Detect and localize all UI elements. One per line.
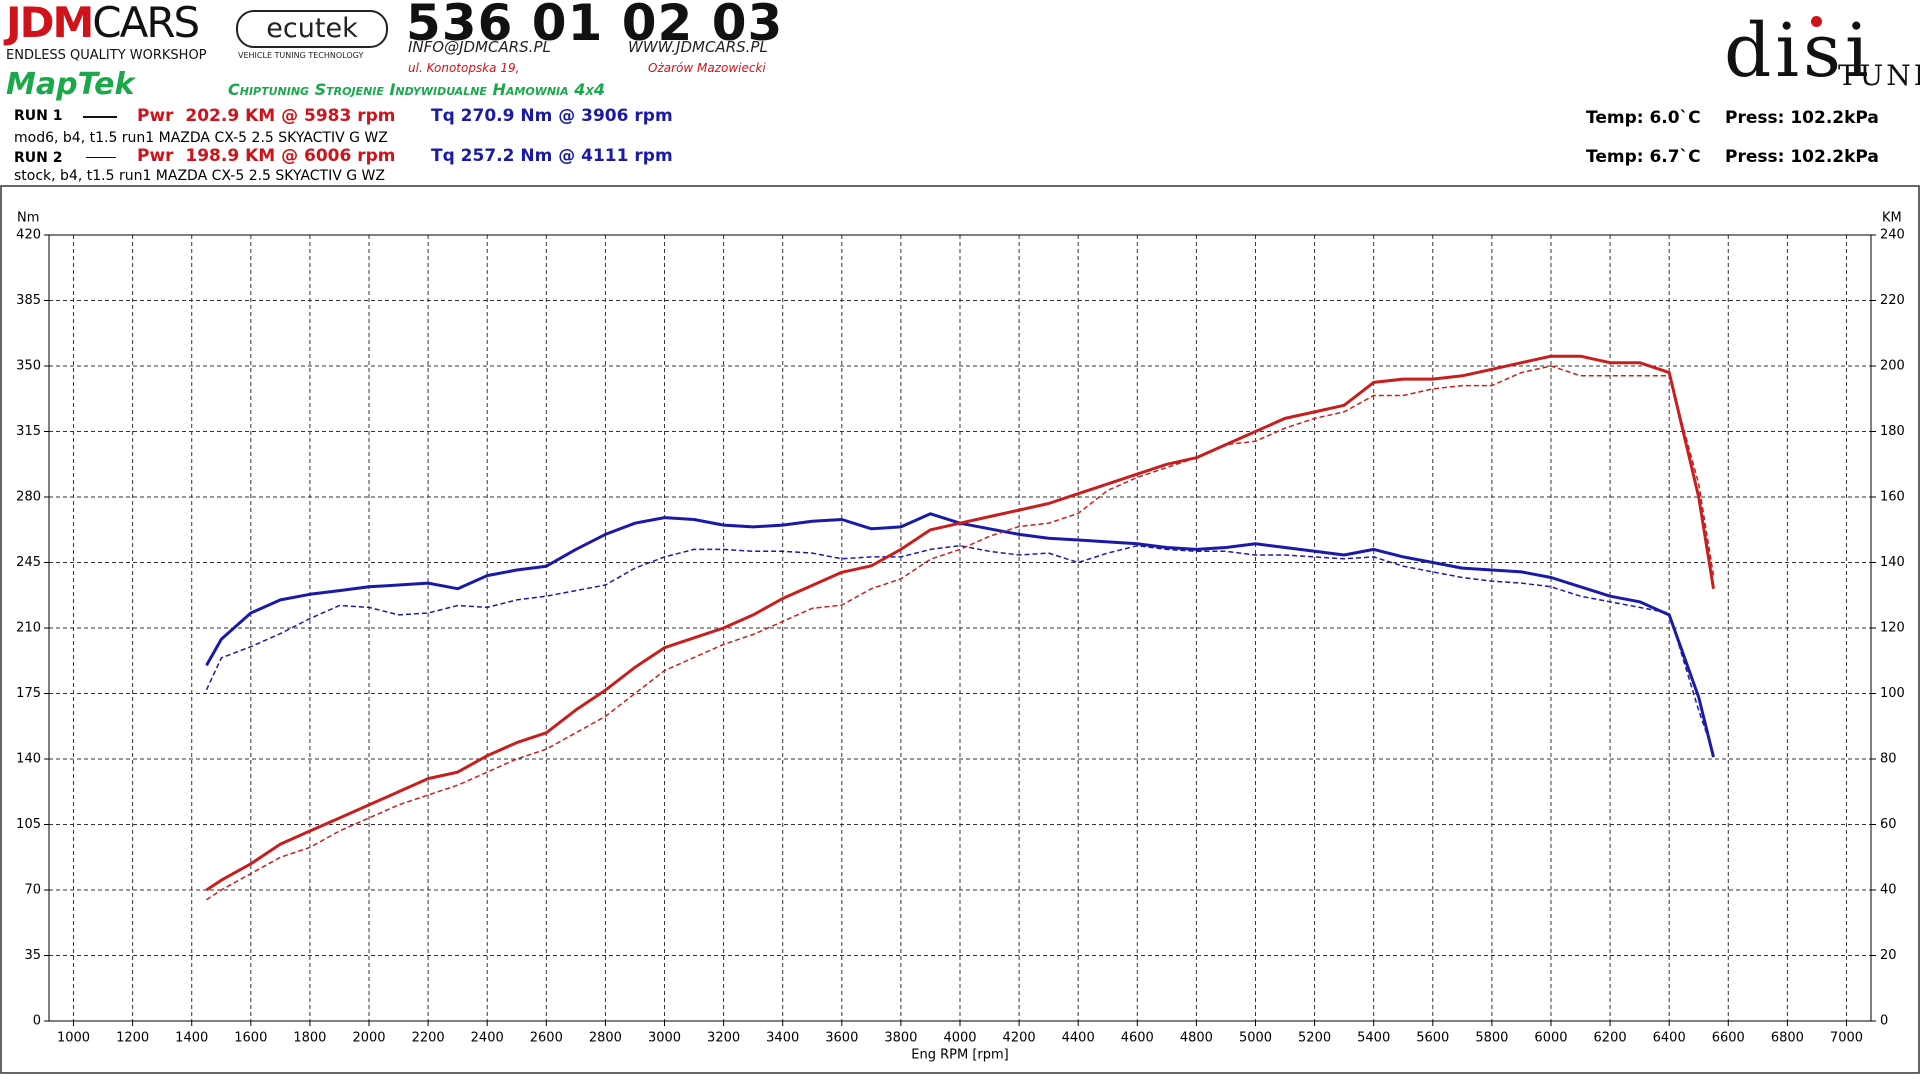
x-tick-label: 4000 xyxy=(943,1031,976,1046)
x-tick-label: 5800 xyxy=(1475,1031,1508,1046)
y2-axis-title: KM xyxy=(1882,211,1902,226)
y-tick-label: 245 xyxy=(16,555,41,570)
x-tick-label: 5600 xyxy=(1416,1031,1449,1046)
legend-line xyxy=(86,157,116,158)
x-tick-label: 5400 xyxy=(1357,1031,1390,1046)
city: Ożarów Mazowiecki xyxy=(648,61,766,75)
x-tick-label: 4400 xyxy=(1062,1031,1095,1046)
y2-tick-label: 40 xyxy=(1880,883,1897,898)
x-tick-label: 2000 xyxy=(352,1031,385,1046)
x-tick-label: 1600 xyxy=(234,1031,267,1046)
services: Chiptuning Strojenie Indywidualne Hamown… xyxy=(228,80,605,99)
x-tick-label: 2800 xyxy=(589,1031,622,1046)
x-tick-label: 2600 xyxy=(530,1031,563,1046)
legend-torque: Tq 270.9 Nm @ 3906 rpm xyxy=(431,106,673,126)
y2-tick-label: 100 xyxy=(1880,686,1905,701)
legend-note: stock, b4, t1.5 run1 MAZDA CX-5 2.5 SKYA… xyxy=(14,168,385,184)
chart-frame xyxy=(0,185,1920,1074)
tagline: ENDLESS QUALITY WORKSHOP xyxy=(6,48,207,63)
x-tick-label: 1200 xyxy=(116,1031,149,1046)
ecutek-tagline: VEHICLE TUNING TECHNOLOGY xyxy=(238,51,364,60)
email: INFO@JDMCARS.PL xyxy=(408,38,551,56)
x-tick-label: 6200 xyxy=(1594,1031,1627,1046)
disi-logo: disi xyxy=(1724,8,1873,94)
y-tick-label: 140 xyxy=(16,752,41,767)
y-tick-label: 315 xyxy=(16,424,41,439)
y-axis-title: Nm xyxy=(17,211,39,226)
maptek-logo: MapTek xyxy=(6,67,135,102)
x-tick-label: 1800 xyxy=(293,1031,326,1046)
y2-tick-label: 120 xyxy=(1880,621,1905,636)
logo-black: CARS xyxy=(92,0,200,47)
y-tick-label: 0 xyxy=(33,1014,41,1029)
x-tick-label: 6400 xyxy=(1653,1031,1686,1046)
legend-power: Pwr 198.9 KM @ 6006 rpm xyxy=(137,146,396,166)
y2-tick-label: 240 xyxy=(1880,228,1905,243)
x-tick-label: 3600 xyxy=(825,1031,858,1046)
y-tick-label: 280 xyxy=(16,490,41,505)
logo: JDMCARS xyxy=(6,0,200,47)
x-tick-label: 6800 xyxy=(1771,1031,1804,1046)
x-tick-label: 4200 xyxy=(1003,1031,1036,1046)
y2-tick-label: 60 xyxy=(1880,817,1897,832)
x-tick-label: 5000 xyxy=(1239,1031,1272,1046)
y2-tick-label: 140 xyxy=(1880,555,1905,570)
x-tick-label: 1400 xyxy=(175,1031,208,1046)
series-line xyxy=(205,544,1715,754)
y2-tick-label: 80 xyxy=(1880,752,1897,767)
legend-label: RUN 2 xyxy=(14,150,63,166)
x-tick-label: 4600 xyxy=(1121,1031,1154,1046)
y2-tick-label: 0 xyxy=(1880,1014,1888,1029)
x-tick-label: 6600 xyxy=(1712,1031,1745,1046)
x-tick-label: 3200 xyxy=(707,1031,740,1046)
legend-note: mod6, b4, t1.5 run1 MAZDA CX-5 2.5 SKYAC… xyxy=(14,130,388,146)
web: WWW.JDMCARS.PL xyxy=(628,38,768,56)
legend-line xyxy=(83,116,117,118)
phone: 536 01 02 03 xyxy=(406,0,784,52)
series-line xyxy=(205,354,1715,892)
y2-tick-label: 180 xyxy=(1880,424,1905,439)
y-tick-label: 70 xyxy=(24,883,41,898)
y-tick-label: 210 xyxy=(16,621,41,636)
y-tick-label: 420 xyxy=(16,228,41,243)
logo-red: JDM xyxy=(6,0,94,47)
temp: Temp: 6.0`C xyxy=(1586,108,1701,128)
street: ul. Konotopska 19, xyxy=(408,61,520,75)
y-tick-label: 385 xyxy=(16,293,41,308)
temp: Temp: 6.7`C xyxy=(1586,147,1701,167)
y-tick-label: 350 xyxy=(16,359,41,374)
x-tick-label: 3400 xyxy=(766,1031,799,1046)
press: Press: 102.2kPa xyxy=(1725,108,1879,128)
legend-power: Pwr 202.9 KM @ 5983 rpm xyxy=(137,106,396,126)
y2-tick-label: 200 xyxy=(1880,359,1905,374)
x-tick-label: 2400 xyxy=(471,1031,504,1046)
x-tick-label: 2200 xyxy=(412,1031,445,1046)
x-tick-label: 5200 xyxy=(1298,1031,1331,1046)
legend-torque: Tq 257.2 Nm @ 4111 rpm xyxy=(431,146,673,166)
disi-dot xyxy=(1811,16,1822,27)
x-tick-label: 4800 xyxy=(1180,1031,1213,1046)
y2-tick-label: 20 xyxy=(1880,948,1897,963)
x-tick-label: 1000 xyxy=(57,1031,90,1046)
press: Press: 102.2kPa xyxy=(1725,147,1879,167)
y-tick-label: 105 xyxy=(16,817,41,832)
y2-tick-label: 160 xyxy=(1880,490,1905,505)
x-axis-title: Eng RPM [rpm] xyxy=(911,1048,1008,1063)
y-tick-label: 175 xyxy=(16,686,41,701)
plot-frame xyxy=(48,234,1872,1022)
x-tick-label: 6000 xyxy=(1534,1031,1567,1046)
y-tick-label: 35 xyxy=(24,948,41,963)
series-line xyxy=(206,365,1715,901)
x-tick-label: 3000 xyxy=(648,1031,681,1046)
x-tick-label: 3800 xyxy=(884,1031,917,1046)
ecutek-logo: ecutek xyxy=(236,10,388,48)
legend-label: RUN 1 xyxy=(14,108,63,124)
tune-logo: TUNE xyxy=(1838,59,1920,92)
y2-tick-label: 220 xyxy=(1880,293,1905,308)
x-tick-label: 7000 xyxy=(1830,1031,1863,1046)
